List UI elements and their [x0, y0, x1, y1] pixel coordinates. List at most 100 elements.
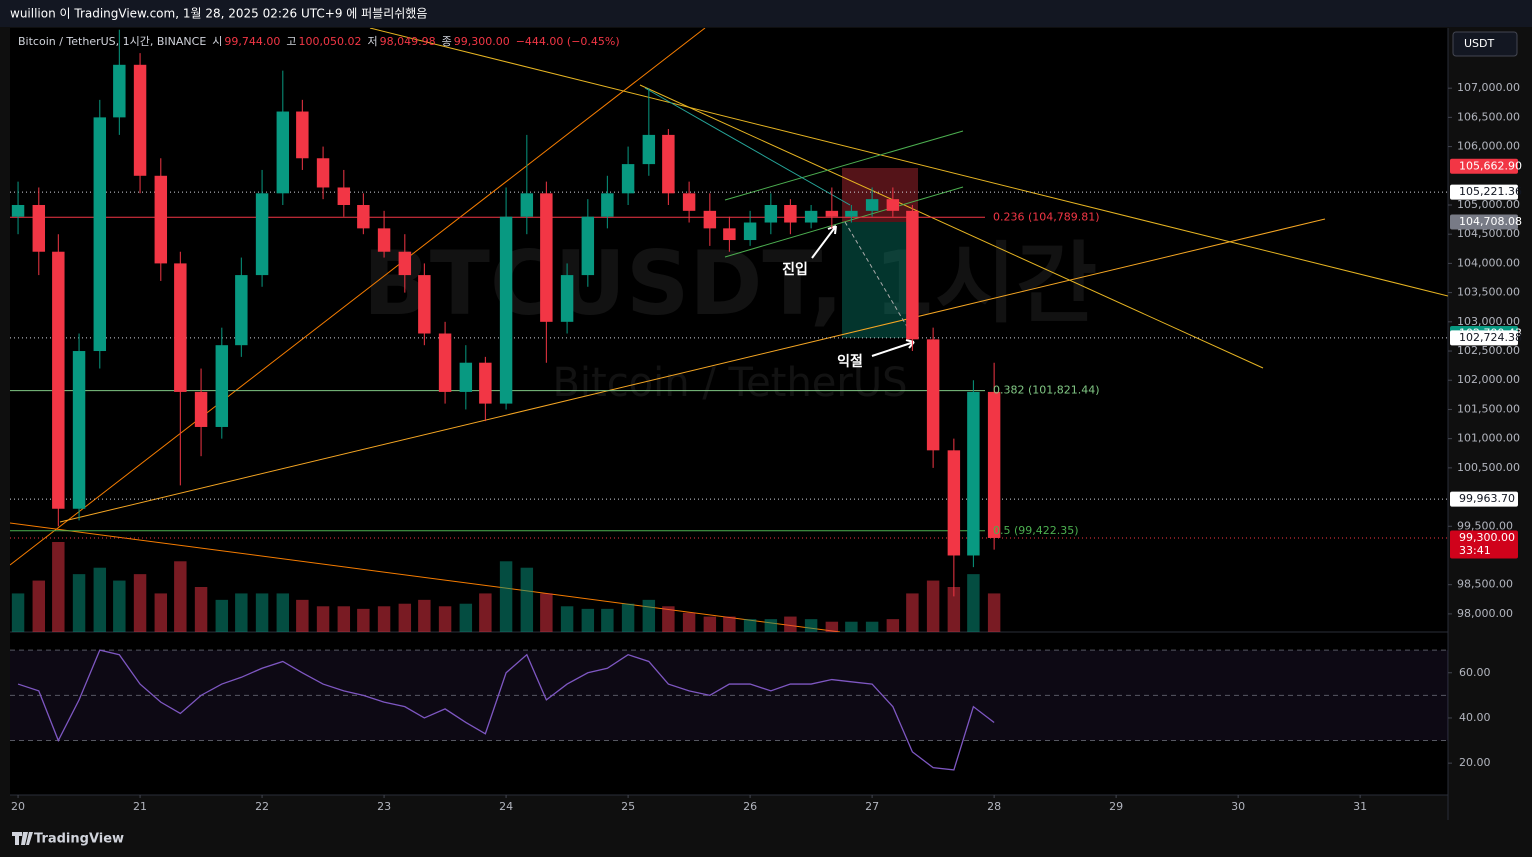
volume-bar: [825, 621, 839, 632]
ohlc-key: 고: [286, 35, 296, 48]
candle-body: [499, 216, 513, 404]
trendline: [10, 28, 706, 566]
volume-bar: [11, 593, 25, 632]
fib-label: 0.382 (101,821.44): [993, 384, 1100, 397]
y-tick-label: 104,000.00: [1457, 256, 1520, 269]
volume-bar: [581, 608, 595, 632]
y-tick-label: 103,000.00: [1457, 315, 1520, 328]
candle-body: [133, 64, 147, 176]
volume-bar: [906, 593, 919, 632]
candle-body: [113, 64, 126, 118]
x-tick-label: 30: [1231, 800, 1245, 813]
y-tick-label: 98,000.00: [1457, 607, 1513, 620]
price-tag: [1450, 214, 1518, 230]
target-zone: [842, 222, 918, 338]
currency[interactable]: USDT: [1464, 37, 1495, 50]
volume-bar: [133, 574, 147, 632]
price-tag: [1450, 184, 1518, 200]
trendline: [369, 28, 1448, 297]
y-tick-label: 106,500.00: [1457, 110, 1520, 123]
y-tick-label: 103,500.00: [1457, 286, 1520, 299]
ohlc-key: 저: [368, 35, 378, 48]
candle-body: [682, 193, 696, 211]
publish-info: wuillion 이 TradingView.com, 1월 28, 2025 …: [10, 7, 427, 21]
price-tag: [1450, 491, 1518, 507]
candle-body: [825, 210, 839, 217]
candle-body: [784, 204, 797, 223]
volume-bar: [459, 603, 473, 632]
candle-body: [459, 362, 473, 392]
candle-body: [174, 263, 187, 392]
y-tick-label: 98,500.00: [1457, 578, 1513, 591]
volume-bar: [377, 606, 391, 632]
volume-bar: [72, 574, 86, 632]
y-tick-label: 102,500.00: [1457, 344, 1520, 357]
volume-bar: [418, 599, 431, 632]
candle-body: [357, 204, 370, 229]
candle-body: [642, 134, 656, 165]
volume-bar: [52, 542, 65, 632]
trendline: [59, 218, 1326, 523]
footer-brand: TradingView: [34, 832, 124, 847]
volume-bar: [947, 587, 961, 632]
top-bar: [0, 0, 1532, 27]
currency-button[interactable]: [1452, 31, 1518, 57]
logo: [12, 832, 33, 845]
chart-area: [10, 28, 1448, 795]
x-tick-label: 27: [865, 800, 879, 813]
volume-bar: [540, 593, 553, 632]
price-tag-label: 99,963.70: [1459, 492, 1515, 505]
y-tick-label: 100,500.00: [1457, 461, 1520, 474]
volume-bar: [194, 587, 208, 632]
candle-body: [764, 204, 778, 223]
trendline: [10, 522, 841, 632]
volume-bar: [662, 606, 675, 632]
price-tag-label: 105,662.90: [1459, 159, 1522, 172]
y-tick-label: 101,500.00: [1457, 402, 1520, 415]
candle-body: [804, 210, 818, 223]
rsi-tick-label: 60.00: [1459, 666, 1491, 679]
watermark-sub: Bitcoin / TetherUS: [552, 360, 907, 406]
volume-bar: [886, 619, 900, 632]
volume-bar: [357, 608, 370, 632]
volume-bar: [926, 580, 940, 632]
candle-body: [377, 228, 391, 252]
candle-body: [215, 345, 229, 427]
channel-line: [724, 130, 964, 201]
candle-body: [703, 210, 717, 229]
volume-bar: [438, 606, 452, 632]
x-tick-label: 23: [377, 800, 391, 813]
candle-body: [418, 275, 431, 334]
price-tag: [1450, 530, 1518, 559]
annotation: 진입: [782, 261, 808, 278]
volume-bar: [154, 593, 168, 632]
volume-bar: [398, 603, 412, 632]
candle-body: [886, 199, 900, 211]
y-tick-label: 106,000.00: [1457, 140, 1520, 153]
rsi-line: [17, 649, 995, 771]
volume-bar: [743, 619, 757, 632]
volume-bar: [601, 608, 614, 632]
volume-bar: [967, 574, 980, 632]
candle-body: [906, 210, 919, 340]
candle-body: [296, 111, 309, 159]
ohlc-value: 99,744.00: [224, 35, 280, 48]
candle-body: [662, 134, 675, 194]
candle-body: [398, 251, 412, 276]
countdown: 33:41: [1459, 544, 1491, 557]
candle-body: [743, 222, 757, 241]
candle-body: [93, 117, 107, 352]
y-tick-label: 107,000.00: [1457, 81, 1520, 94]
ohlc-key: 시: [212, 35, 222, 48]
watermark: BTCUSDT, 1시간: [363, 232, 1097, 335]
x-tick-label: 21: [133, 800, 147, 813]
candle-body: [865, 199, 879, 211]
candle-body: [621, 164, 635, 194]
price-tag-label: 104,708.08: [1459, 215, 1522, 228]
candle-body: [479, 362, 492, 404]
candle-body: [845, 210, 858, 217]
candle-body: [438, 333, 452, 392]
rsi-pane: [10, 649, 1448, 771]
